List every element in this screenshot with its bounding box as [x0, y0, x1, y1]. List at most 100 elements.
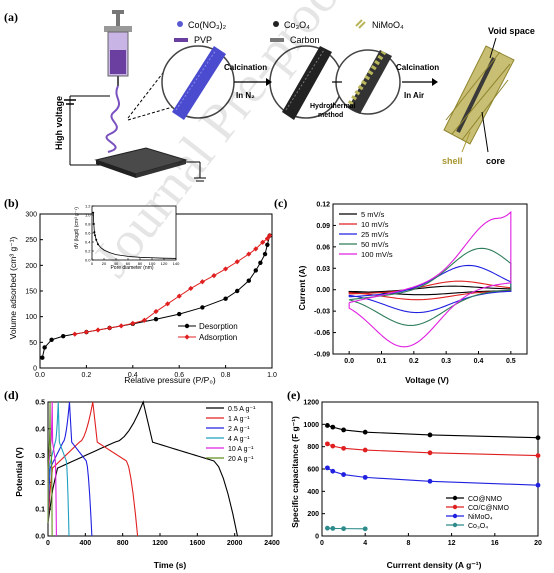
e-point — [427, 432, 433, 438]
c-cv-loop-4 — [348, 210, 512, 348]
panel-label-c: (c) — [274, 196, 288, 210]
c-ylabel: Current (A) — [297, 265, 307, 310]
e-legend-label: CO@NMO — [468, 496, 502, 503]
b-point — [246, 278, 251, 283]
b-legend-marker — [184, 323, 190, 329]
void-space-label: Void space — [488, 26, 535, 36]
panel-label-e: (e) — [287, 388, 301, 402]
e-point — [341, 526, 346, 532]
e-point — [535, 435, 541, 441]
e-point — [330, 424, 336, 430]
e-point — [330, 468, 336, 474]
b-point — [83, 329, 89, 335]
c-legend-label: 100 mV/s — [361, 250, 393, 259]
b-point — [165, 301, 171, 307]
c-xtick-label: 0.4 — [474, 358, 484, 365]
d-xtick-label: 800 — [117, 540, 129, 547]
c-ytick-label: 0.03 — [316, 266, 330, 273]
b-point — [253, 246, 259, 252]
e-legend-marker — [452, 495, 458, 501]
c-ytick-label: 0.09 — [316, 223, 330, 230]
e-xtick-label: 20 — [534, 540, 542, 547]
b-point — [40, 355, 45, 360]
b-inset-xtick-label: 0 — [91, 261, 94, 266]
c-legend-label: 5 mV/s — [361, 210, 385, 219]
e-legend-marker — [452, 513, 458, 519]
e-point — [330, 443, 336, 449]
b-xtick-label: 0.0 — [35, 372, 45, 379]
syringe-icon — [104, 10, 132, 86]
d-xlabel: Time (s) — [154, 560, 187, 570]
e-ytick-label: 600 — [307, 467, 319, 474]
e-point — [341, 427, 346, 433]
b-point — [49, 337, 54, 342]
step3-label: Calcination — [396, 63, 439, 72]
b-inset-xtick-label: 100 — [149, 261, 156, 266]
legend-nimoo4-label: NiMoO₄ — [372, 20, 404, 30]
c-cv-loop-2 — [348, 264, 512, 314]
e-point — [427, 478, 433, 484]
legend-nimoo4-marker — [355, 19, 366, 29]
b-point — [260, 239, 266, 245]
c-xtick-label: 0.0 — [344, 358, 354, 365]
b-inset-xtick-label: 60 — [126, 261, 131, 266]
d-gcd-curve-5 — [47, 401, 53, 537]
d-ytick-label: 0.5 — [35, 400, 45, 407]
b-point — [200, 305, 205, 310]
step2-sub-label: method — [318, 112, 343, 119]
d-gcd-curve-1 — [47, 401, 139, 537]
b-point — [211, 273, 217, 279]
chart-panel-e: 0 4 8 12 16 20020040060080010001200CO@NMOCO/C… — [290, 400, 542, 571]
e-series-line-0 — [327, 424, 539, 439]
b-point — [253, 268, 258, 273]
fiber-nimoo4-circle — [335, 49, 401, 115]
core-shell-fiber — [443, 45, 515, 145]
b-xtick-label: 0.6 — [174, 372, 184, 379]
b-inset-frame — [91, 205, 177, 261]
b-ylabel: Volume adsorbed (cm³ g⁻¹) — [8, 236, 18, 339]
e-ylabel: Specific capacitance (F g⁻¹) — [290, 416, 300, 528]
e-plot-frame — [321, 401, 539, 537]
schematic-panel-a: High voltage Co(NO₃)₂ PVP Co₃O₄ Carbon N… — [54, 10, 535, 182]
d-gcd-curve-4 — [47, 401, 57, 537]
d-ylabel: Potential (V) — [14, 447, 24, 497]
b-inset-ytick-label: 1.0 — [85, 213, 91, 218]
b-ytick-label: 0 — [33, 366, 37, 373]
b-inset-point — [92, 223, 95, 225]
b-inset-xtick-label: 140 — [173, 261, 180, 266]
e-point — [325, 525, 330, 531]
e-legend-marker — [452, 504, 458, 510]
b-legend-label: Desorption — [199, 322, 238, 331]
b-legend-label: Adsorption — [199, 333, 237, 342]
high-voltage-label: High voltage — [54, 96, 64, 150]
e-ytick-label: 200 — [307, 511, 319, 518]
legend-pvp-label: PVP — [194, 35, 212, 45]
e-ytick-label: 0 — [315, 534, 319, 541]
legend-carbon-marker — [270, 38, 284, 42]
b-ytick-label: 300 — [25, 212, 37, 219]
e-point — [325, 423, 330, 428]
c-ytick-label: 0.12 — [316, 202, 330, 209]
b-point — [235, 288, 240, 294]
e-xtick-label: 16 — [491, 540, 499, 547]
core-label: core — [486, 156, 505, 166]
b-point — [188, 285, 194, 292]
e-point — [362, 447, 368, 453]
b-inset-ytick-label: 1.2 — [85, 204, 91, 209]
e-xtick-label: 0 — [320, 540, 324, 547]
b-inset-point — [95, 238, 98, 241]
d-xtick-label: 1600 — [190, 540, 206, 547]
e-xtick-label: 8 — [406, 540, 410, 547]
c-ytick-label: 0.06 — [316, 244, 330, 251]
b-point — [246, 251, 252, 257]
b-inset: 0 20 40 60 80 100 120 140 0.0 0.2 0.4 0.6 0.8 1.0 1.2 — [85, 204, 180, 267]
c-xlabel: Voltage (V) — [405, 375, 449, 385]
d-ytick-label: 0.4 — [35, 426, 45, 433]
e-point — [341, 472, 346, 477]
chart-panel-d: 0 400 800 1200 1600 2000 2400 0.0 0.1 0.2 0.3 0.4 0.… — [14, 400, 280, 571]
legend-co-label: Co(NO₃)₂ — [188, 20, 227, 30]
b-point — [72, 331, 78, 337]
e-ytick-label: 800 — [307, 444, 319, 451]
b-point — [177, 311, 182, 317]
c-legend-label: 50 mV/s — [361, 240, 389, 249]
